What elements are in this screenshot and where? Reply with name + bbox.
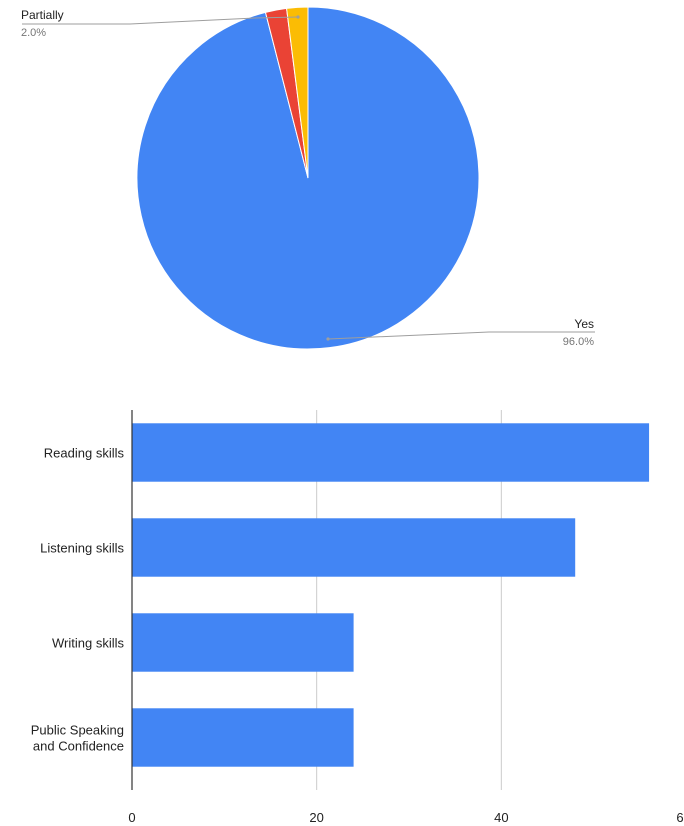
pie-leader-line-partially <box>22 16 299 25</box>
category-label-1: Listening skills <box>40 541 124 556</box>
pie-slice-0 <box>136 6 480 350</box>
bar-1 <box>132 518 576 577</box>
category-label-2: Writing skills <box>52 636 124 651</box>
category-label-0: Reading skills <box>44 446 125 461</box>
pie-leader-dot-partially <box>296 15 300 19</box>
category-label-3-line-0: Public Speaking <box>31 723 124 738</box>
pie-label-yes: Yes <box>574 317 594 331</box>
x-tick-label-2: 40 <box>494 810 508 825</box>
pie-chart: Yes 96.0% Partially 2.0% <box>21 6 595 350</box>
bar-2 <box>132 613 354 672</box>
pie-leader-line-yes <box>327 331 595 340</box>
pie-slice-2 <box>286 6 309 179</box>
bar-3 <box>132 708 354 767</box>
bar-chart: Reading skills Listening skills Writing sk… <box>31 410 684 825</box>
x-tick-label-3: 6 <box>676 810 683 825</box>
pie-label-partially: Partially <box>21 8 64 22</box>
pie-leader-dot-yes <box>326 337 330 341</box>
x-tick-label-0: 0 <box>128 810 135 825</box>
pie-percent-partially: 2.0% <box>21 27 46 39</box>
bar-0 <box>132 423 650 482</box>
pie-percent-yes: 96.0% <box>563 336 594 348</box>
x-tick-label-1: 20 <box>309 810 323 825</box>
category-label-3-line-1: and Confidence <box>33 739 124 754</box>
